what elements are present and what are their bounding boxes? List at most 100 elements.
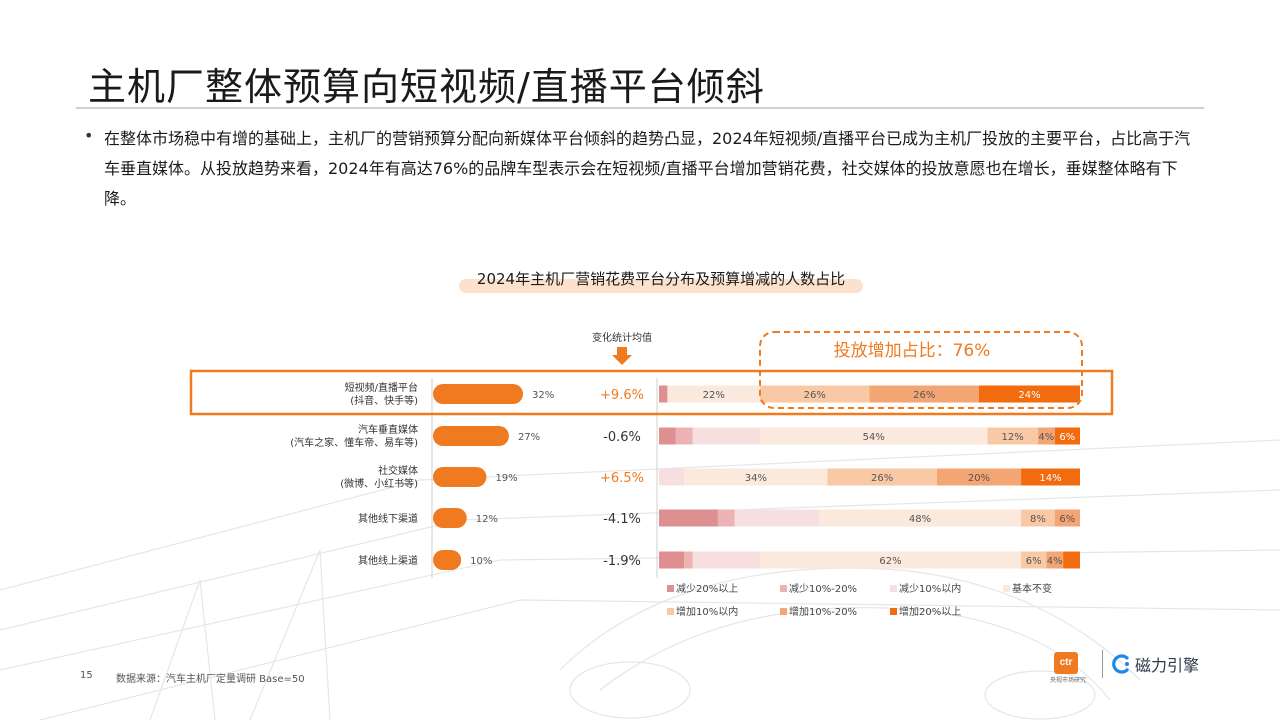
change-value: +6.5%	[600, 471, 644, 486]
share-bar	[433, 508, 467, 528]
share-bar	[433, 384, 523, 404]
stacked-segment	[692, 427, 761, 445]
stacked-segment	[684, 551, 693, 569]
stacked-segment-label: 22%	[703, 390, 725, 401]
legend-label: 减少10%以内	[899, 582, 961, 595]
stacked-segment	[978, 385, 1080, 403]
stacked-segment-label: 26%	[804, 390, 826, 401]
bullet-dot-icon: •	[84, 126, 94, 145]
legend-label: 基本不变	[1012, 582, 1052, 595]
stacked-segment-label: 12%	[1002, 432, 1024, 443]
legend-label: 减少20%以上	[676, 583, 738, 595]
category-sublabel: (微博、小红书等)	[340, 477, 418, 490]
legend-label: 增加10%以内	[676, 605, 738, 618]
share-bar	[433, 550, 462, 570]
share-bar-label: 32%	[532, 390, 554, 401]
stacked-segment	[659, 468, 685, 486]
share-bar-label: 10%	[470, 556, 492, 567]
legend-swatch	[667, 608, 674, 615]
share-bar	[433, 426, 509, 446]
share-bar-label: 12%	[476, 514, 498, 525]
share-bar-label: 27%	[518, 432, 540, 443]
legend-label: 增加10%-20%	[789, 605, 857, 618]
change-value: +9.6%	[600, 388, 644, 403]
summary-bullet: • 在整体市场稳中有增的基础上，主机厂的营销预算分配向新媒体平台倾斜的趋势凸显，…	[84, 124, 1204, 214]
stacked-segment	[659, 551, 685, 569]
category-label: 其他线上渠道	[358, 554, 418, 567]
stacked-segment	[1054, 427, 1080, 445]
stacked-segment	[760, 427, 988, 445]
category-sublabel: (抖音、快手等)	[350, 394, 418, 407]
ctr-logo: ctr	[1054, 652, 1078, 674]
stacked-segment	[675, 427, 693, 445]
stacked-segment	[1021, 509, 1055, 527]
stacked-segment	[1037, 427, 1055, 445]
title-divider	[76, 107, 1204, 109]
chart-title: 2024年主机厂营销花费平台分布及预算增减的人数占比	[476, 270, 846, 288]
share-bar-label: 19%	[495, 473, 517, 484]
category-label: 短视频/直播平台	[345, 381, 418, 394]
stacked-segment-label: 26%	[913, 390, 935, 401]
stacked-segment-label: 24%	[1018, 390, 1040, 401]
stacked-segment	[659, 427, 676, 445]
legend-swatch	[890, 608, 897, 615]
page-number: 15	[80, 670, 93, 681]
stacked-segment-label: 62%	[879, 556, 901, 567]
stacked-segment	[1054, 509, 1080, 527]
increase-callout-frame	[759, 331, 1083, 409]
stacked-segment-label: 4%	[1038, 432, 1054, 443]
data-source: 数据来源：汽车主机厂定量调研 Base=50	[116, 674, 305, 685]
category-label: 社交媒体	[378, 464, 418, 477]
stacked-segment	[1021, 468, 1080, 486]
cili-logo-name: 磁力引擎	[1135, 656, 1200, 675]
stacked-segment	[827, 468, 937, 486]
stacked-segment-label: 54%	[863, 432, 885, 443]
legend-swatch	[780, 608, 787, 615]
legend-swatch	[667, 585, 674, 592]
stacked-segment-label: 34%	[745, 473, 767, 484]
category-label: 其他线下渠道	[358, 512, 418, 525]
stacked-segment	[1021, 551, 1047, 569]
stacked-segment-label: 6%	[1059, 514, 1075, 525]
stacked-segment	[818, 509, 1022, 527]
legend-label: 增加20%以上	[899, 605, 961, 618]
stacked-segment	[659, 385, 668, 403]
page-title: 主机厂整体预算向短视频/直播平台倾斜	[88, 65, 765, 109]
logo-separator	[1102, 650, 1103, 678]
stacked-segment	[1063, 551, 1080, 569]
legend-swatch	[1003, 585, 1010, 592]
stacked-segment	[684, 468, 828, 486]
down-arrow-icon	[612, 347, 632, 365]
stacked-segment-label: 6%	[1026, 556, 1042, 567]
change-value: -4.1%	[603, 512, 641, 527]
summary-text: 在整体市场稳中有增的基础上，主机厂的营销预算分配向新媒体平台倾斜的趋势凸显，20…	[104, 129, 1191, 208]
change-header-label: 变化统计均值	[592, 331, 652, 344]
stacked-segment	[936, 468, 1022, 486]
stacked-segment	[717, 509, 735, 527]
stacked-segment	[760, 551, 1022, 569]
increase-callout-label: 投放增加占比：76%	[834, 341, 991, 361]
stacked-segment	[667, 385, 761, 403]
change-value: -1.9%	[603, 554, 641, 569]
stacked-segment-label: 48%	[909, 514, 931, 525]
cili-logo-icon	[1112, 654, 1129, 674]
highlight-row-frame	[189, 369, 1114, 416]
category-label: 汽车垂直媒体	[358, 423, 418, 436]
stacked-segment	[869, 385, 979, 403]
legend-swatch	[890, 585, 897, 592]
stacked-segment	[659, 509, 718, 527]
stacked-segment	[1046, 551, 1064, 569]
stacked-segment-label: 8%	[1030, 514, 1046, 525]
stacked-segment	[987, 427, 1038, 445]
stacked-segment-label: 4%	[1047, 556, 1063, 567]
chart-title-highlight	[459, 279, 863, 293]
stacked-segment-label: 6%	[1059, 432, 1075, 443]
stacked-segment	[760, 385, 870, 403]
stacked-segment	[734, 509, 819, 527]
legend-label: 减少10%-20%	[789, 583, 857, 595]
legend-swatch	[780, 585, 787, 592]
change-value: -0.6%	[603, 430, 641, 445]
stacked-segment-label: 26%	[871, 473, 893, 484]
category-sublabel: (汽车之家、懂车帝、易车等)	[290, 436, 418, 449]
